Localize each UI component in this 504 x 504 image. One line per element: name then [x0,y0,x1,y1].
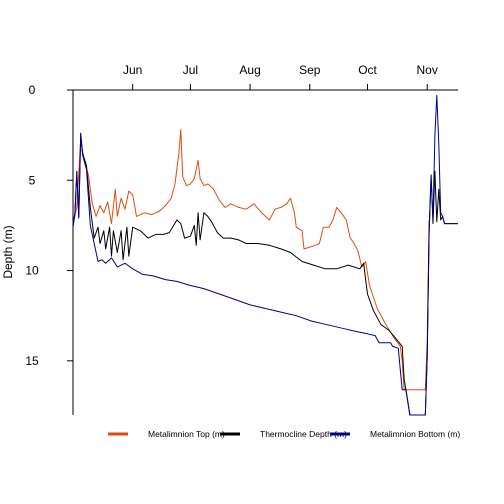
x-tick-label: Aug [239,63,260,77]
x-tick-label: Oct [358,63,377,77]
y-axis-ticks: 0 5 10 15 [25,83,73,368]
plot-area: Jun Jul Aug Sep Oct Nov 0 5 10 15 [25,63,458,416]
legend-label-metalimnion-top: Metalimnion Top (m) [148,429,225,439]
series-lines [72,94,458,416]
x-tick-label: Jul [183,63,198,77]
legend-label-metalimnion-bottom: Metalimnion Bottom (m) [370,429,460,439]
x-tick-label: Nov [417,63,438,77]
y-axis-title: Depth (m) [1,225,15,278]
metalimnion-top-line [72,129,430,391]
metalimnion-bottom-line [72,94,458,416]
legend-label-thermocline-depth: Thermocline Depth (m) [260,429,347,439]
legend: Metalimnion Top (m) Thermocline Depth (m)… [108,429,460,439]
x-tick-label: Jun [123,63,142,77]
y-tick-label: 0 [29,83,36,97]
y-tick-label: 5 [29,173,36,187]
y-tick-label: 15 [25,354,39,368]
x-tick-label: Sep [299,63,321,77]
x-axis-ticks: Jun Jul Aug Sep Oct Nov [123,63,438,90]
y-tick-label: 10 [25,264,39,278]
